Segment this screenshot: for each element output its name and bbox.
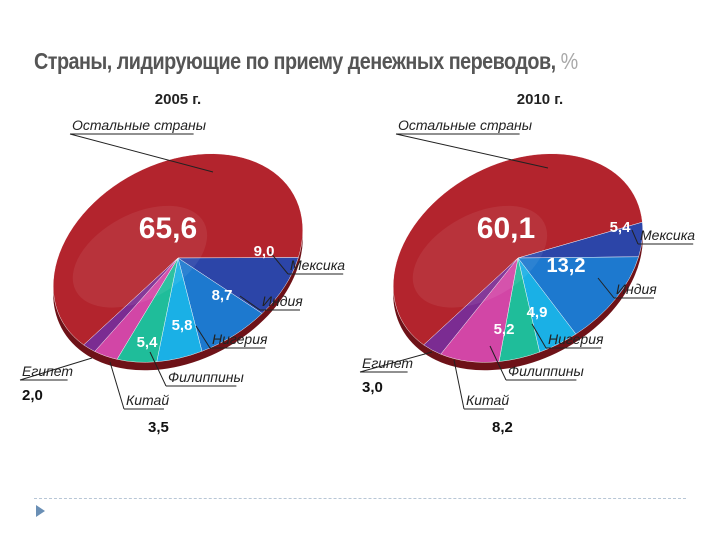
slice-label-filippiny: Филиппины	[149, 351, 244, 387]
category-label: Филиппины	[168, 369, 244, 385]
leader-line	[269, 251, 289, 275]
value-label: 8,7	[212, 287, 233, 304]
value-label: 8,2	[492, 419, 513, 436]
slide-arrow-icon	[36, 505, 45, 517]
value-label: 2,0	[22, 387, 43, 404]
slice-label-ostalnye-strany: Остальные страны	[69, 117, 214, 173]
slice-label-egipet: Египет 2,0	[19, 357, 93, 404]
value-label: 5,4	[137, 334, 159, 351]
pie-chart-2010: 2010 г. Остальные страны 60,1 Мексика 5,4 Инд…	[359, 91, 695, 436]
pie-slice-egipet	[423, 257, 519, 355]
slice-label-indiya: Индия	[239, 293, 303, 311]
value-label: 9,0	[254, 243, 275, 260]
title-text: Страны, лидирующие по приему денежных пе…	[34, 48, 556, 74]
slice-label-kitai: Китай 3,5	[109, 361, 169, 436]
leader-line	[359, 351, 433, 373]
slice-label-kitai: Китай 8,2	[453, 359, 513, 436]
footer-divider	[34, 498, 686, 499]
category-label: Филиппины	[508, 363, 584, 379]
value-label: 13,2	[547, 255, 586, 277]
value-label: 5,2	[494, 321, 515, 338]
chart-title: Страны, лидирующие по приему денежных пе…	[34, 48, 578, 75]
category-label: Китай	[126, 392, 169, 408]
value-label: 5,8	[172, 317, 193, 334]
category-label: Нигерия	[212, 331, 268, 347]
value-label: 5,4	[610, 219, 632, 236]
leader-line	[69, 133, 214, 173]
slice-label-indiya: Индия	[597, 277, 657, 299]
leader-line	[597, 277, 615, 299]
pie-slice-ostalnye-strany	[53, 153, 303, 346]
leader-line	[195, 325, 211, 349]
category-label: Остальные страны	[398, 117, 533, 133]
slice-label-egipet: Египет 3,0	[359, 351, 433, 396]
pie-year-title: 2005 г.	[155, 91, 201, 108]
leader-line	[453, 359, 465, 410]
category-label: Египет	[362, 355, 413, 371]
leader-line	[239, 295, 261, 311]
leader-line	[109, 361, 125, 410]
pie-slice-ostalnye-strany	[393, 153, 643, 346]
value-label: 4,9	[527, 304, 548, 321]
value-label: 3,0	[362, 379, 383, 396]
title-unit: %	[560, 48, 579, 74]
pie-slice-indiya	[517, 256, 639, 335]
pie-chart-2005: 2005 г. Остальные страны 65,6 Мексика 9,0 Инд…	[19, 91, 345, 436]
category-label: Индия	[616, 281, 657, 297]
slice-label-meksika: Мексика	[269, 251, 345, 275]
category-label: Мексика	[640, 227, 695, 243]
category-label: Индия	[262, 293, 303, 309]
pie-highlight	[72, 205, 208, 308]
slice-label-nigeriya: Нигерия	[531, 323, 604, 349]
pie-slices	[393, 153, 643, 363]
slice-label-meksika: Мексика	[631, 227, 695, 245]
pie-slice-egipet	[83, 257, 179, 352]
category-label: Египет	[22, 363, 73, 379]
category-label: Мексика	[290, 257, 345, 273]
leader-line	[631, 229, 639, 245]
slice-label-ostalnye-strany: Остальные страны	[395, 117, 549, 169]
value-label: 65,6	[139, 212, 197, 245]
leader-line	[149, 351, 167, 387]
slice-label-filippiny: Филиппины	[489, 345, 584, 381]
leader-line	[489, 345, 507, 381]
leader-line	[395, 133, 549, 169]
pie-highlight	[412, 205, 548, 308]
category-label: Нигерия	[548, 331, 604, 347]
slice-label-nigeriya: Нигерия	[195, 325, 268, 349]
pie-year-title: 2010 г.	[517, 91, 563, 108]
pie-slices	[53, 153, 303, 363]
value-label: 3,5	[148, 419, 169, 436]
category-label: Китай	[466, 392, 509, 408]
category-label: Остальные страны	[72, 117, 207, 133]
leader-line	[19, 357, 93, 381]
leader-line	[531, 323, 547, 349]
value-label: 60,1	[477, 212, 535, 245]
